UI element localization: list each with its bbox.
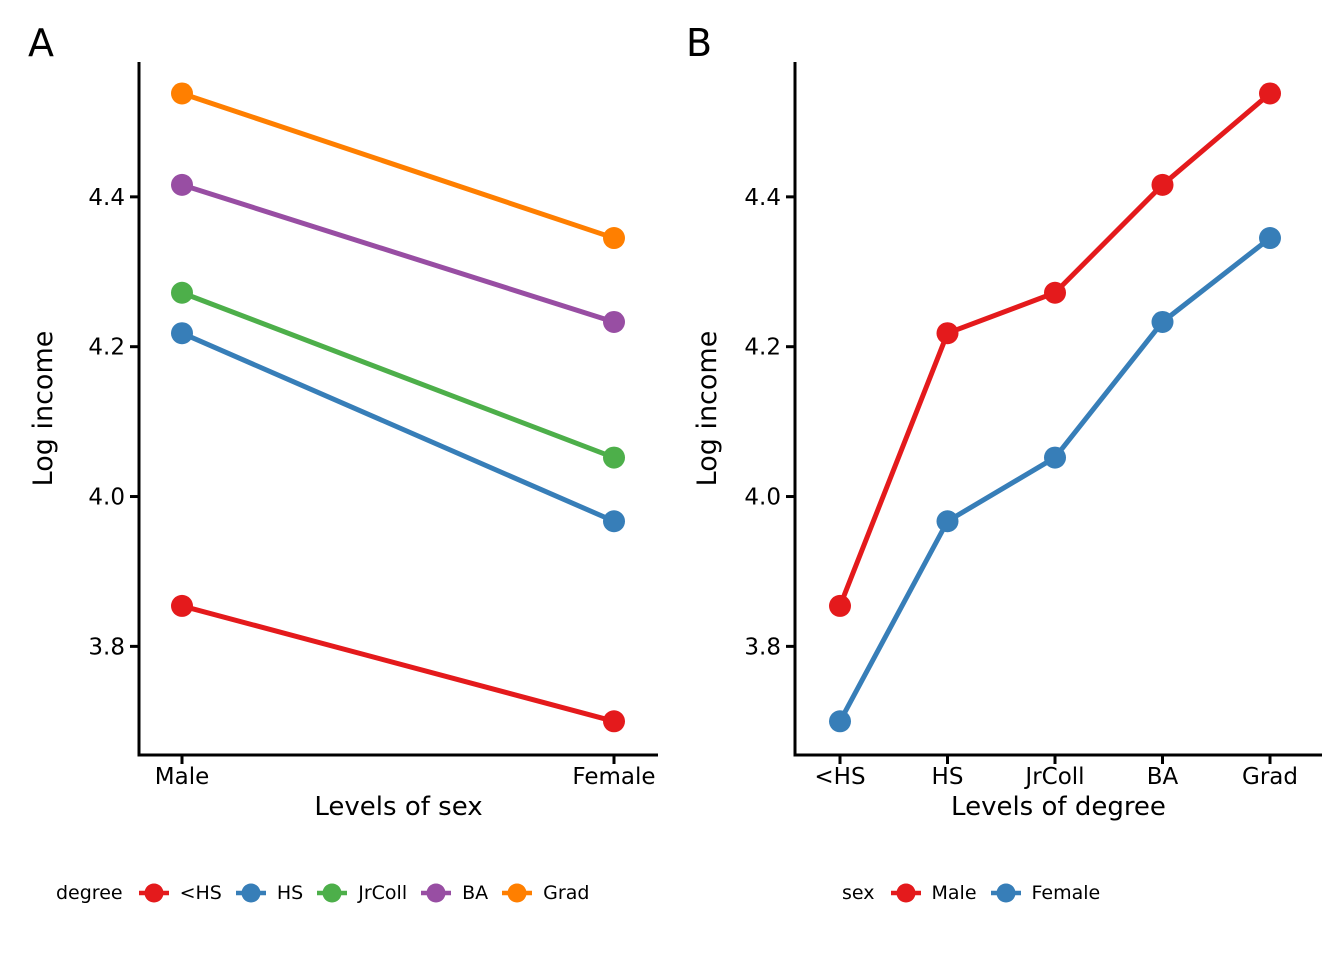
- legend-label-BA: BA: [462, 882, 489, 904]
- panel-b-y-axis-title: Log income: [692, 331, 723, 487]
- legend-item-JrColl: JrColl: [316, 881, 407, 905]
- legend-item-Grad: Grad: [501, 881, 589, 905]
- panel-b-y-tick-label: 4.0: [744, 485, 781, 511]
- panel-a-point-JrColl-Male: [171, 281, 193, 304]
- legend-marker-icon: [990, 883, 1021, 903]
- panel-a-line-<HS: [179, 603, 617, 724]
- panel-b-point-Male-<HS: [829, 594, 851, 617]
- legend-marker-icon: [138, 883, 169, 903]
- panel-a-point-Grad-Male: [171, 82, 193, 105]
- panel-b-point-Female-Grad: [1259, 227, 1281, 250]
- panel-b-point-Female-BA: [1151, 310, 1174, 333]
- panel-a-y-tick-label: 4.4: [88, 185, 125, 211]
- panel-a-point-JrColl-Female: [603, 446, 625, 469]
- legend-title-sex: sex: [842, 882, 875, 904]
- panel-b-x-tick-label: BA: [1147, 764, 1179, 790]
- panel-b-x-tick-label: JrColl: [1023, 764, 1084, 790]
- panel-a-point-HS-Female: [603, 510, 625, 533]
- panel-b-x-axis-title: Levels of degree: [951, 792, 1166, 822]
- panel-a-x-axis-title: Levels of sex: [314, 792, 482, 822]
- panel-label-b: B: [686, 21, 713, 65]
- legend-marker-icon: [421, 883, 452, 903]
- legend-marker-icon: [317, 883, 348, 903]
- panel-a-line-JrColl: [179, 290, 617, 461]
- panel-a-line-BA: [179, 182, 617, 325]
- panel-label-a: A: [28, 21, 54, 65]
- legend-sex: sex Male Female: [842, 879, 1100, 907]
- panel-b-y-tick-label: 4.2: [744, 335, 781, 361]
- legend-label-Female: Female: [1031, 882, 1101, 904]
- panel-b-line-Male: [837, 90, 1273, 609]
- panel-a-y-axis-title: Log income: [28, 331, 59, 487]
- panel-a-point-<HS-Female: [603, 710, 625, 733]
- panel-b-line-Female: [837, 235, 1273, 724]
- legend-label-Male: Male: [931, 882, 977, 904]
- legend-item-BA: BA: [420, 881, 488, 905]
- panel-b-point-Female-HS: [936, 510, 959, 533]
- panel-a-y-tick-label: 4.0: [88, 485, 125, 511]
- panel-b-y-tick-label: 4.4: [744, 185, 781, 211]
- panel-a-x-tick-label: Male: [155, 764, 209, 790]
- panel-b-point-Female-<HS: [829, 710, 851, 733]
- legend-title-degree: degree: [56, 882, 123, 904]
- panel-a-x-tick-label: Female: [572, 764, 655, 790]
- panel-b-y-tick-label: 3.8: [744, 634, 781, 660]
- legend-marker-icon: [502, 883, 533, 903]
- legend-item-Female: Female: [990, 881, 1101, 905]
- panel-b-point-Male-BA: [1151, 173, 1174, 196]
- legend-label-<HS: <HS: [179, 882, 222, 904]
- panel-a-point-BA-Female: [603, 310, 625, 333]
- panel-b-point-Female-JrColl: [1044, 446, 1066, 469]
- panel-a-line-Grad: [179, 90, 617, 241]
- legend-label-HS: HS: [276, 882, 304, 904]
- legend-item-<HS: <HS: [138, 881, 222, 905]
- panel-b-x-tick-label: Grad: [1242, 764, 1298, 790]
- legend-marker-icon: [235, 883, 266, 903]
- panel-b-point-Male-HS: [936, 322, 959, 345]
- panel-b-point-Male-JrColl: [1044, 281, 1066, 304]
- panel-b-x-tick-label: <HS: [814, 764, 865, 790]
- panel-a-point-BA-Male: [171, 173, 193, 196]
- panel-b-point-Male-Grad: [1259, 82, 1281, 105]
- panel-a-point-<HS-Male: [171, 594, 193, 617]
- panel-a-y-tick-label: 3.8: [88, 634, 125, 660]
- panel-a-point-HS-Male: [171, 322, 193, 345]
- panel-a-y-tick-label: 4.2: [88, 335, 125, 361]
- panel-b-x-tick-label: HS: [932, 764, 964, 790]
- legend-marker-icon: [890, 883, 921, 903]
- panel-a-line-HS: [179, 330, 617, 524]
- legend-degree: degree <HS HS JrColl BA Grad: [56, 879, 589, 907]
- legend-item-Male: Male: [890, 881, 977, 905]
- panel-a-point-Grad-Female: [603, 227, 625, 250]
- legend-label-Grad: Grad: [543, 882, 590, 904]
- legend-label-JrColl: JrColl: [358, 882, 408, 904]
- legend-item-HS: HS: [235, 881, 303, 905]
